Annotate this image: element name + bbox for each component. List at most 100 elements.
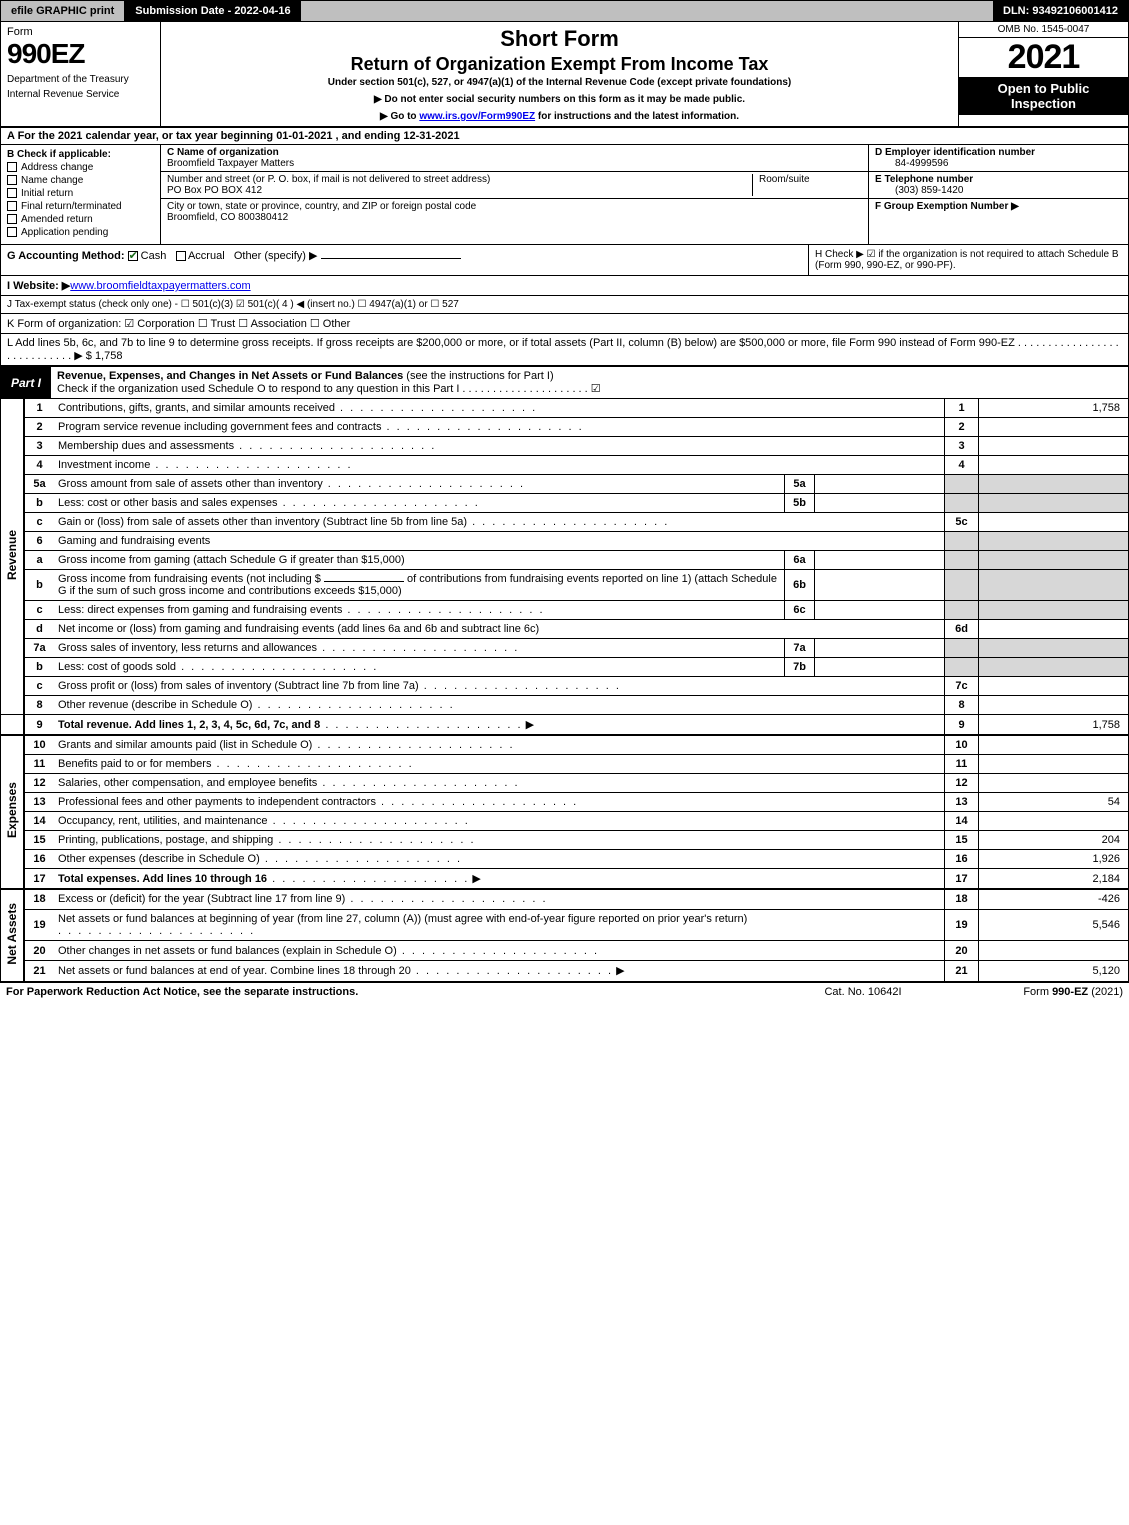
- dept-treasury: Department of the Treasury: [7, 74, 154, 85]
- val-9: 1,758: [979, 715, 1129, 736]
- part-1-tab: Part I: [1, 372, 51, 394]
- chk-initial-return[interactable]: Initial return: [7, 188, 154, 199]
- form-label: Form: [7, 26, 154, 38]
- row-8: 8Other revenue (describe in Schedule O) …: [1, 696, 1129, 715]
- info-grid: B Check if applicable: Address change Na…: [0, 145, 1129, 245]
- row-5a: 5aGross amount from sale of assets other…: [1, 475, 1129, 494]
- val-18: -426: [979, 889, 1129, 909]
- line-h: H Check ▶ ☑ if the organization is not r…: [808, 245, 1128, 275]
- val-19: 5,546: [979, 909, 1129, 941]
- top-bar: efile GRAPHIC print Submission Date - 20…: [0, 0, 1129, 22]
- row-11: 11Benefits paid to or for members 11: [1, 755, 1129, 774]
- city-label: City or town, state or province, country…: [167, 201, 476, 212]
- line-l-value: 1,758: [95, 350, 123, 362]
- public-inspection: Open to Public Inspection: [959, 77, 1128, 115]
- chk-cash[interactable]: [128, 251, 138, 261]
- chk-accrual[interactable]: [176, 251, 186, 261]
- chk-application-pending[interactable]: Application pending: [7, 227, 154, 238]
- footer-right: Form 990-EZ (2021): [963, 986, 1123, 998]
- line-i: I Website: ▶www.broomfieldtaxpayermatter…: [0, 276, 1129, 296]
- title-short-form: Short Form: [169, 26, 950, 52]
- topbar-spacer: [301, 1, 993, 21]
- row-19: 19Net assets or fund balances at beginni…: [1, 909, 1129, 941]
- header-right: OMB No. 1545-0047 2021 Open to Public In…: [958, 22, 1128, 126]
- e-label: E Telephone number: [875, 174, 1122, 185]
- ein: 84-4999596: [875, 158, 1122, 169]
- row-1: Revenue 1 Contributions, gifts, grants, …: [1, 399, 1129, 418]
- form-number: 990EZ: [7, 38, 154, 70]
- row-5b: bLess: cost or other basis and sales exp…: [1, 494, 1129, 513]
- val-16: 1,926: [979, 850, 1129, 869]
- row-18: Net Assets 18Excess or (deficit) for the…: [1, 889, 1129, 909]
- part-1-header: Part I Revenue, Expenses, and Changes in…: [0, 366, 1129, 399]
- footer-left: For Paperwork Reduction Act Notice, see …: [6, 986, 763, 998]
- room-label: Room/suite: [759, 174, 862, 185]
- dln: DLN: 93492106001412: [993, 1, 1128, 21]
- phone: (303) 859-1420: [875, 185, 1122, 196]
- row-6a: aGross income from gaming (attach Schedu…: [1, 551, 1129, 570]
- chk-final-return[interactable]: Final return/terminated: [7, 201, 154, 212]
- revenue-sidebar: Revenue: [1, 399, 25, 715]
- street-value: PO Box PO BOX 412: [167, 185, 752, 196]
- row-4: 4Investment income 4: [1, 456, 1129, 475]
- section-b-label: B Check if applicable:: [7, 149, 154, 160]
- val-13: 54: [979, 793, 1129, 812]
- chk-address-change[interactable]: Address change: [7, 162, 154, 173]
- row-7a: 7aGross sales of inventory, less returns…: [1, 639, 1129, 658]
- line-k: K Form of organization: ☑ Corporation ☐ …: [0, 314, 1129, 334]
- row-gh: G Accounting Method: Cash Accrual Other …: [0, 245, 1129, 276]
- header-center: Short Form Return of Organization Exempt…: [161, 22, 958, 126]
- dept-irs: Internal Revenue Service: [7, 89, 154, 100]
- row-9: 9Total revenue. Add lines 1, 2, 3, 4, 5c…: [1, 715, 1129, 736]
- row-12: 12Salaries, other compensation, and empl…: [1, 774, 1129, 793]
- row-7c: cGross profit or (loss) from sales of in…: [1, 677, 1129, 696]
- expenses-sidebar: Expenses: [1, 735, 25, 889]
- website-link[interactable]: www.broomfieldtaxpayermatters.com: [70, 280, 250, 292]
- f-label: F Group Exemption Number ▶: [875, 201, 1122, 212]
- row-6: 6Gaming and fundraising events: [1, 532, 1129, 551]
- efile-print-button[interactable]: efile GRAPHIC print: [1, 1, 125, 21]
- line-l: L Add lines 5b, 6c, and 7b to line 9 to …: [0, 334, 1129, 366]
- section-de: D Employer identification number 84-4999…: [868, 145, 1128, 244]
- section-c: C Name of organization Broomfield Taxpay…: [161, 145, 868, 244]
- note-link: ▶ Go to www.irs.gov/Form990EZ for instru…: [169, 111, 950, 122]
- row-21: 21Net assets or fund balances at end of …: [1, 961, 1129, 982]
- row-5c: cGain or (loss) from sale of assets othe…: [1, 513, 1129, 532]
- org-name: Broomfield Taxpayer Matters: [167, 158, 862, 169]
- row-10: Expenses 10Grants and similar amounts pa…: [1, 735, 1129, 755]
- note-ssn: ▶ Do not enter social security numbers o…: [169, 94, 950, 105]
- title-return: Return of Organization Exempt From Incom…: [169, 54, 950, 75]
- row-6d: dNet income or (loss) from gaming and fu…: [1, 620, 1129, 639]
- header-left: Form 990EZ Department of the Treasury In…: [1, 22, 161, 126]
- line-g: G Accounting Method: Cash Accrual Other …: [1, 245, 808, 275]
- tax-year: 2021: [959, 38, 1128, 77]
- row-7b: bLess: cost of goods sold 7b: [1, 658, 1129, 677]
- line-a: A For the 2021 calendar year, or tax yea…: [0, 128, 1129, 145]
- d-label: D Employer identification number: [875, 147, 1122, 158]
- street-label: Number and street (or P. O. box, if mail…: [167, 174, 752, 185]
- note-link-post: for instructions and the latest informat…: [535, 111, 739, 122]
- c-label: C Name of organization: [167, 147, 862, 158]
- row-15: 15Printing, publications, postage, and s…: [1, 831, 1129, 850]
- val-15: 204: [979, 831, 1129, 850]
- irs-link[interactable]: www.irs.gov/Form990EZ: [419, 111, 535, 122]
- omb-number: OMB No. 1545-0047: [959, 22, 1128, 38]
- chk-name-change[interactable]: Name change: [7, 175, 154, 186]
- val-17: 2,184: [979, 869, 1129, 890]
- row-6c: cLess: direct expenses from gaming and f…: [1, 601, 1129, 620]
- row-16: 16Other expenses (describe in Schedule O…: [1, 850, 1129, 869]
- form-header: Form 990EZ Department of the Treasury In…: [0, 22, 1129, 128]
- row-13: 13Professional fees and other payments t…: [1, 793, 1129, 812]
- main-table: Revenue 1 Contributions, gifts, grants, …: [0, 399, 1129, 982]
- row-2: 2Program service revenue including gover…: [1, 418, 1129, 437]
- footer-center: Cat. No. 10642I: [763, 986, 963, 998]
- row-17: 17Total expenses. Add lines 10 through 1…: [1, 869, 1129, 890]
- row-6b: bGross income from fundraising events (n…: [1, 570, 1129, 601]
- row-14: 14Occupancy, rent, utilities, and mainte…: [1, 812, 1129, 831]
- row-20: 20Other changes in net assets or fund ba…: [1, 941, 1129, 961]
- part-1-desc: Revenue, Expenses, and Changes in Net As…: [51, 366, 1128, 399]
- submission-date: Submission Date - 2022-04-16: [125, 1, 300, 21]
- netassets-sidebar: Net Assets: [1, 889, 25, 981]
- section-b: B Check if applicable: Address change Na…: [1, 145, 161, 244]
- chk-amended[interactable]: Amended return: [7, 214, 154, 225]
